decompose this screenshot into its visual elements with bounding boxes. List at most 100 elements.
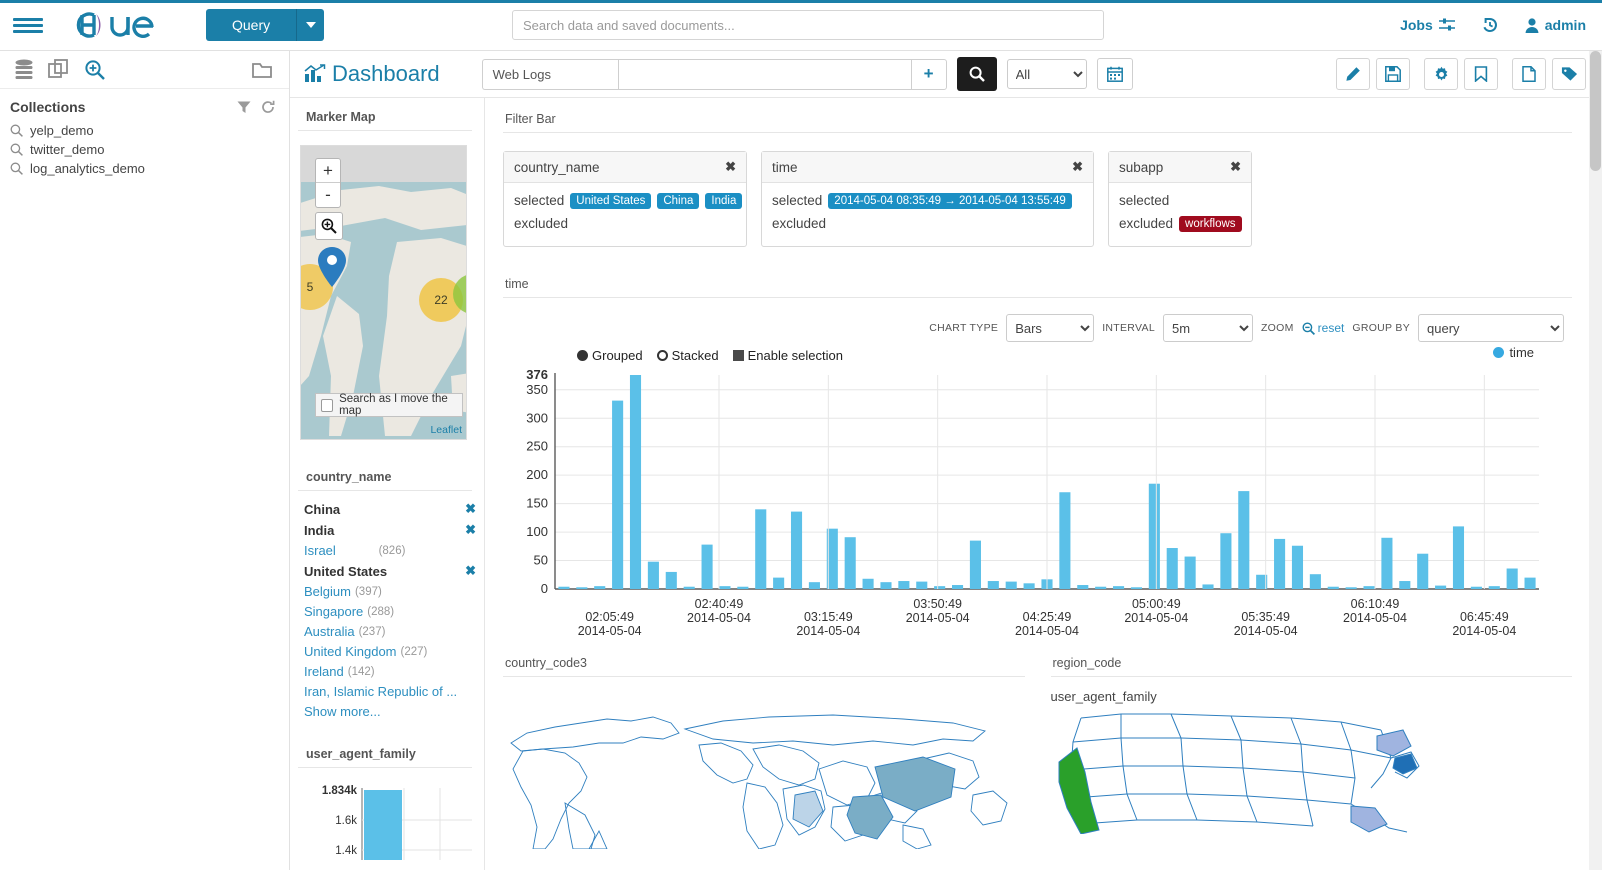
chart-bar[interactable]	[1417, 553, 1429, 589]
hamburger-icon[interactable]	[0, 15, 56, 36]
bookmark-button[interactable]	[1464, 58, 1498, 90]
chart-bar[interactable]	[1166, 548, 1178, 589]
filter-tag[interactable]: China	[657, 192, 700, 209]
search-as-i-move-toggle[interactable]: Search as I move the map	[315, 393, 463, 417]
us-map-svg[interactable]	[1051, 712, 1431, 834]
chart-bar[interactable]	[1470, 586, 1482, 589]
marker-map[interactable]: 5 22 2 + -	[300, 145, 467, 440]
chart-bar[interactable]	[790, 511, 803, 589]
chart-bar[interactable]	[737, 586, 749, 589]
chart-bar[interactable]	[719, 586, 731, 589]
facet-row[interactable]: Australia (237)	[304, 624, 476, 639]
chart-bar[interactable]	[1363, 586, 1375, 589]
facet-row[interactable]: United States ✖	[304, 563, 476, 579]
zoom-out-button[interactable]: -	[325, 185, 331, 204]
chart-bar[interactable]	[1130, 587, 1142, 589]
filter-icon[interactable]	[237, 100, 251, 114]
chart-type-select[interactable]: Bars	[1006, 314, 1095, 342]
chart-bar[interactable]	[808, 582, 820, 589]
user-menu[interactable]: admin	[1525, 17, 1586, 33]
chart-bar[interactable]	[862, 578, 874, 589]
chart-bar[interactable]	[558, 586, 570, 589]
facet-row[interactable]: Ireland (142)	[304, 664, 476, 679]
chart-bar[interactable]	[1238, 491, 1250, 589]
chart-bar[interactable]	[1113, 586, 1125, 589]
history-button[interactable]	[1481, 16, 1499, 34]
chart-bar[interactable]	[576, 587, 588, 589]
chart-bar[interactable]	[987, 581, 999, 589]
search-plus-icon[interactable]	[84, 59, 106, 81]
chart-bar[interactable]	[683, 586, 695, 589]
collection-item-log-analytics-demo[interactable]: log_analytics_demo	[0, 159, 289, 178]
map-marker-pin[interactable]	[317, 246, 347, 288]
jobs-link[interactable]: Jobs	[1400, 17, 1455, 33]
collection-item-twitter-demo[interactable]: twitter_demo	[0, 140, 289, 159]
close-icon[interactable]: ✖	[725, 159, 736, 174]
chart-bar[interactable]	[1345, 587, 1357, 589]
hue-logo[interactable]	[74, 10, 170, 40]
world-map-svg[interactable]	[503, 699, 1018, 849]
close-icon[interactable]: ✖	[1072, 159, 1083, 174]
chart-bar[interactable]	[844, 537, 856, 589]
chart-bar[interactable]	[773, 577, 785, 589]
global-search-input[interactable]	[512, 10, 1104, 40]
facet-label[interactable]: Australia	[304, 624, 355, 639]
chart-legend[interactable]: time	[1493, 345, 1534, 360]
zoom-out-icon[interactable]	[1302, 322, 1315, 335]
chart-bar[interactable]	[916, 581, 928, 589]
facet-label[interactable]: United States	[304, 563, 388, 579]
facet-remove-icon[interactable]: ✖	[465, 522, 476, 537]
chart-bar[interactable]	[594, 586, 606, 589]
chart-bar[interactable]	[969, 540, 981, 589]
tags-button[interactable]	[1552, 58, 1586, 90]
collection-item-yelp-demo[interactable]: yelp_demo	[0, 121, 289, 140]
chart-bar[interactable]	[1220, 533, 1232, 589]
facet-label[interactable]: China	[304, 501, 341, 517]
facet-row[interactable]: Israel (826)	[304, 543, 476, 558]
facet-label[interactable]: Singapore	[304, 604, 364, 619]
chart-bar[interactable]	[1005, 581, 1017, 589]
folder-icon[interactable]	[251, 59, 275, 81]
filter-tag[interactable]: India	[705, 192, 743, 209]
chart-bar[interactable]	[826, 528, 838, 589]
user-agent-family-chart[interactable]: 1.834k 1.6k 1.4k	[300, 780, 476, 860]
interval-select[interactable]: 5m	[1162, 314, 1253, 342]
facet-row[interactable]: Singapore (288)	[304, 604, 476, 619]
save-button[interactable]	[1376, 58, 1410, 90]
facet-label[interactable]: United Kingdom	[304, 644, 397, 659]
add-query-button[interactable]: +	[910, 58, 947, 90]
chart-bar[interactable]	[934, 586, 946, 589]
facet-row[interactable]: India ✖	[304, 522, 476, 538]
stacked-radio[interactable]: Stacked	[656, 348, 719, 363]
chart-bar[interactable]	[647, 561, 659, 589]
query-button[interactable]: Query	[206, 9, 297, 41]
dashboard-query-input[interactable]	[617, 58, 911, 90]
chart-bar[interactable]	[612, 400, 624, 589]
chart-bar[interactable]	[1435, 585, 1447, 589]
facet-row[interactable]: China ✖	[304, 501, 476, 517]
chart-bar[interactable]	[1452, 526, 1465, 589]
edit-button[interactable]	[1336, 58, 1370, 90]
chart-bar[interactable]	[1327, 586, 1339, 589]
chart-bar[interactable]	[665, 571, 677, 589]
facet-row[interactable]: United Kingdom (227)	[304, 644, 476, 659]
filter-tag[interactable]: 2014-05-04 08:35:49 → 2014-05-04 13:55:4…	[828, 192, 1072, 209]
map-cluster[interactable]: 2	[453, 274, 466, 314]
chart-bar[interactable]	[1095, 586, 1107, 589]
chart-bar[interactable]	[1274, 538, 1286, 589]
settings-button[interactable]	[1424, 58, 1458, 90]
chart-bar[interactable]	[1148, 483, 1160, 589]
scrollbar-thumb[interactable]	[1590, 51, 1601, 171]
calendar-button[interactable]	[1096, 58, 1133, 90]
chart-bar[interactable]	[1399, 581, 1411, 589]
facet-label[interactable]: Iran, Islamic Republic of ...	[304, 684, 458, 699]
chart-bar[interactable]	[701, 544, 713, 589]
new-document-button[interactable]	[1512, 58, 1546, 90]
filter-tag[interactable]: United States	[570, 192, 652, 209]
refresh-icon[interactable]	[261, 100, 275, 114]
chart-bar[interactable]	[1023, 583, 1035, 589]
leaflet-attribution[interactable]: Leaflet	[430, 424, 462, 436]
filter-tag-excluded[interactable]: workflows	[1179, 215, 1242, 232]
chart-bar[interactable]	[1309, 574, 1321, 589]
database-icon[interactable]	[14, 59, 34, 81]
